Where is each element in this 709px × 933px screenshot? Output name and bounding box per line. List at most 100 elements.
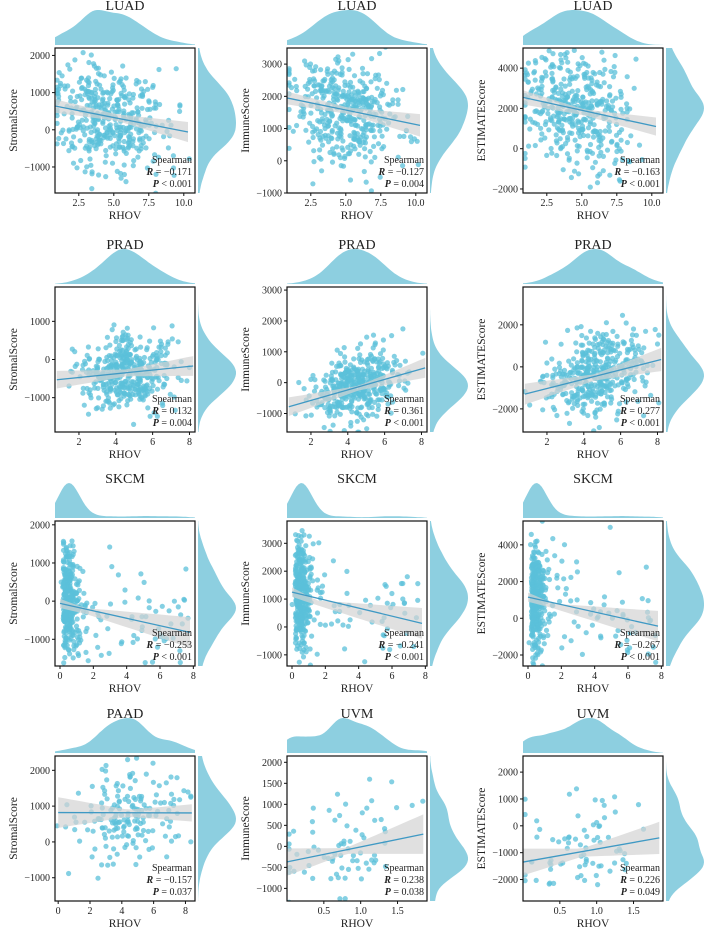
data-point <box>552 553 558 559</box>
data-point <box>571 619 577 625</box>
regression-line <box>287 97 421 126</box>
y-tick-label: 2000 <box>262 567 282 578</box>
data-point <box>139 832 145 838</box>
data-point <box>367 391 373 397</box>
chart-title: SKCM <box>573 472 613 487</box>
data-point <box>168 800 174 807</box>
top-density <box>523 249 663 284</box>
data-point <box>367 776 373 782</box>
data-point <box>347 133 353 139</box>
data-point <box>590 860 596 866</box>
data-point <box>539 521 545 524</box>
data-point <box>415 597 421 603</box>
data-point <box>85 344 91 350</box>
data-point <box>66 565 72 571</box>
data-point <box>312 128 318 134</box>
data-point <box>542 621 548 627</box>
x-tick-label: 6 <box>151 906 156 917</box>
data-point <box>360 71 366 77</box>
data-point <box>130 838 136 844</box>
data-point <box>360 89 366 95</box>
data-point <box>150 158 156 164</box>
x-tick-label: 8 <box>183 906 188 917</box>
data-point <box>186 156 192 162</box>
data-point <box>322 76 328 82</box>
data-point <box>164 854 170 860</box>
data-point <box>370 127 376 133</box>
data-point <box>566 420 573 426</box>
data-point <box>303 413 309 419</box>
right-density <box>198 756 236 901</box>
data-point <box>372 154 378 160</box>
data-point <box>337 812 343 819</box>
data-point <box>347 118 353 124</box>
stat-p: P = 0.038 <box>385 887 424 898</box>
data-point <box>71 134 77 140</box>
data-point <box>181 596 187 602</box>
data-point <box>376 77 382 83</box>
data-point <box>133 861 139 868</box>
data-point <box>310 541 316 547</box>
data-point <box>576 386 582 392</box>
x-tick-label: 4 <box>356 671 361 682</box>
plot-frame <box>54 755 196 902</box>
data-point <box>622 867 628 873</box>
data-point <box>93 104 99 110</box>
data-point <box>528 542 534 548</box>
data-point <box>103 147 109 154</box>
data-point <box>350 367 356 373</box>
data-point <box>623 860 629 867</box>
data-point <box>325 123 332 129</box>
data-point <box>330 146 336 152</box>
x-tick-label: 0 <box>526 671 531 682</box>
data-point <box>577 842 584 848</box>
data-point <box>543 119 549 125</box>
data-point <box>554 140 560 146</box>
data-point <box>554 412 560 419</box>
data-point <box>153 171 159 177</box>
data-point <box>299 649 305 655</box>
x-tick-label: 5.0 <box>576 198 589 209</box>
y-tick-label: −1000 <box>256 650 282 661</box>
data-point <box>618 106 624 112</box>
data-point <box>585 355 591 361</box>
data-point <box>553 85 559 91</box>
data-point <box>368 104 374 110</box>
data-point <box>356 151 362 157</box>
data-point <box>171 796 177 803</box>
data-point <box>331 401 337 407</box>
data-point <box>387 646 393 653</box>
data-point <box>579 101 585 107</box>
data-point <box>160 821 166 827</box>
data-point <box>604 394 611 400</box>
x-tick-label: 2.5 <box>73 198 86 209</box>
data-point <box>322 572 328 578</box>
data-point <box>104 796 110 802</box>
data-point <box>610 328 616 334</box>
data-point <box>400 163 406 169</box>
data-point <box>561 76 567 82</box>
data-point <box>347 376 353 383</box>
data-point <box>535 109 542 115</box>
x-tick-label: 1.0 <box>354 906 367 917</box>
data-point <box>355 429 361 432</box>
data-point <box>633 56 639 62</box>
data-point <box>582 877 588 884</box>
data-point <box>62 654 68 661</box>
x-axis-label: RHOV <box>341 683 374 695</box>
x-tick-label: 7.5 <box>143 198 156 209</box>
data-point <box>355 345 361 351</box>
data-point <box>183 566 189 572</box>
data-point <box>73 591 79 597</box>
data-point <box>600 153 607 159</box>
data-point <box>329 135 335 142</box>
data-point <box>85 411 92 417</box>
data-point <box>148 359 154 366</box>
data-point <box>166 608 172 614</box>
x-tick-label: 2 <box>76 437 81 448</box>
data-point <box>544 152 550 158</box>
data-point <box>95 346 101 352</box>
data-point <box>188 793 194 799</box>
data-point <box>80 614 86 620</box>
data-point <box>364 426 370 432</box>
